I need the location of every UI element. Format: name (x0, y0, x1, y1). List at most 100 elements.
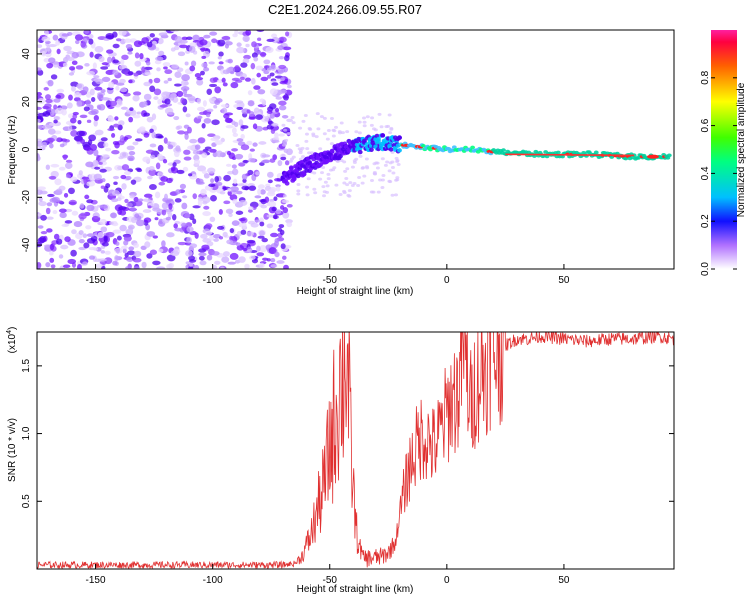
heatmap-cell (78, 238, 85, 244)
heatmap-cell (266, 214, 275, 218)
heatmap-cell (229, 252, 239, 260)
heatmap-cell (88, 110, 98, 116)
heatmap-cell (275, 96, 282, 100)
heatmap-cell (342, 160, 347, 164)
heatmap-cell (370, 116, 375, 120)
heatmap-cell (161, 202, 169, 210)
heatmap-cell (37, 225, 44, 229)
heatmap-cell (221, 256, 230, 263)
heatmap-cell (305, 193, 310, 197)
heatmap-cell (344, 177, 349, 181)
heatmap-cell (193, 159, 201, 165)
heatmap-cell (187, 95, 196, 101)
heatmap-cell (198, 252, 207, 257)
heatmap-cell (354, 130, 359, 134)
heatmap-cell (210, 195, 217, 202)
heatmap-cell (234, 100, 244, 104)
heatmap-cell (77, 119, 82, 125)
spectrogram-panel: -150 -100 -50 0 50 -40 -20 0 20 40 Height of str… (7, 29, 675, 297)
heatmap-cell (96, 154, 101, 162)
heatmap-cell (224, 43, 229, 49)
heatmap-ridge-cell (501, 148, 506, 152)
heatmap-cell (257, 184, 265, 189)
heatmap-cell (163, 137, 168, 144)
heatmap-cell (52, 210, 58, 215)
heatmap-cell (173, 115, 180, 121)
spectrogram-heatmap (37, 30, 672, 269)
heatmap-cell (143, 209, 150, 213)
heatmap-cell (278, 105, 287, 111)
heatmap-cell (60, 244, 69, 250)
heatmap-cell (142, 198, 151, 202)
heatmap-cell (75, 65, 84, 70)
heatmap-cell (101, 242, 109, 247)
heatmap-cell (231, 220, 240, 227)
heatmap-cell (161, 240, 166, 248)
heatmap-cell (369, 123, 374, 127)
colorbar-tick-label: 0.0 (700, 262, 711, 276)
heatmap-cell (235, 79, 243, 83)
heatmap-cell (170, 47, 176, 52)
heatmap-cell (238, 199, 248, 206)
heatmap-cell (274, 177, 282, 182)
spectrogram-x-label: Height of straight line (km) (297, 286, 414, 297)
heatmap-cell (120, 58, 125, 66)
heatmap-cell (78, 230, 84, 235)
snr-x-tick-label: 50 (558, 575, 570, 586)
heatmap-cell (202, 200, 208, 205)
heatmap-cell (249, 201, 259, 208)
heatmap-ridge-cell (376, 136, 381, 142)
heatmap-cell (105, 32, 115, 40)
heatmap-cell (158, 32, 168, 37)
heatmap-cell (385, 160, 390, 164)
heatmap-cell (245, 43, 250, 48)
heatmap-cell (364, 157, 369, 161)
heatmap-cell (94, 46, 104, 53)
heatmap-cell (259, 262, 265, 269)
heatmap-cell (83, 106, 90, 112)
heatmap-cell (162, 62, 171, 67)
heatmap-cell (93, 173, 103, 180)
heatmap-cell (52, 34, 59, 41)
heatmap-cell (255, 114, 263, 120)
heatmap-ridge-cell (397, 148, 402, 153)
heatmap-cell (53, 119, 58, 124)
heatmap-cell (214, 175, 220, 183)
heatmap-cell (215, 181, 223, 186)
heatmap-cell (254, 219, 261, 223)
heatmap-cell (188, 45, 196, 53)
heatmap-cell (231, 164, 237, 169)
heatmap-cell (269, 64, 277, 71)
heatmap-cell (342, 191, 347, 195)
heatmap-cell (94, 129, 104, 136)
heatmap-cell (76, 130, 85, 137)
heatmap-cell (198, 255, 205, 261)
heatmap-cell (112, 43, 120, 49)
heatmap-cell (110, 212, 117, 219)
heatmap-cell (253, 56, 259, 62)
heatmap-cell (255, 65, 264, 71)
heatmap-cell (244, 263, 250, 269)
heatmap-cell (255, 171, 260, 176)
heatmap-cell (234, 65, 240, 70)
heatmap-cell (234, 30, 239, 35)
heatmap-cell (93, 247, 99, 251)
heatmap-cell (384, 125, 389, 129)
heatmap-cell (278, 133, 285, 137)
heatmap-cell (147, 175, 153, 180)
heatmap-ridge-cell (560, 154, 565, 159)
heatmap-cell (209, 31, 218, 36)
heatmap-cell (94, 86, 103, 91)
heatmap-cell (209, 77, 217, 83)
heatmap-cell (269, 158, 276, 163)
heatmap-cell (380, 178, 385, 182)
heatmap-cell (46, 202, 53, 207)
heatmap-cell (200, 188, 207, 196)
snr-y-scale-prefix: (x10 (7, 333, 18, 353)
heatmap-cell (388, 180, 393, 184)
heatmap-cell (383, 163, 388, 167)
heatmap-cell (181, 202, 188, 210)
heatmap-peak-band (505, 153, 635, 157)
heatmap-cell (37, 97, 46, 104)
snr-x-ticks: -150 -100 -50 0 50 (86, 564, 570, 586)
